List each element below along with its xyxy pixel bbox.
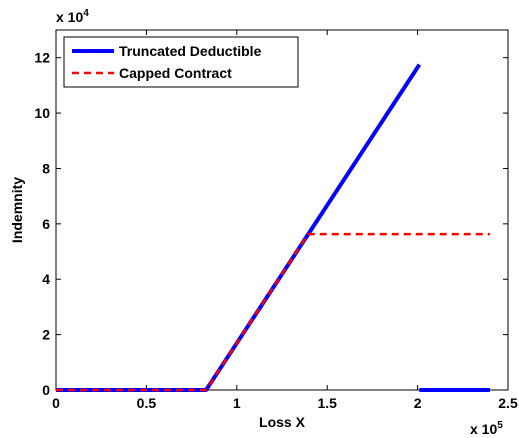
legend: Truncated Deductible Capped Contract bbox=[63, 36, 299, 88]
x-tick-label: 1.5 bbox=[317, 395, 337, 411]
x-tick-label: 0.5 bbox=[137, 395, 157, 411]
legend-box bbox=[63, 36, 299, 88]
y-multiplier: x 104 bbox=[56, 8, 89, 25]
legend-label-capped-contract: Capped Contract bbox=[119, 65, 232, 81]
series-layer bbox=[56, 63, 490, 392]
series-line-capped-contract bbox=[56, 232, 490, 392]
y-tick-label: 8 bbox=[42, 160, 50, 176]
x-multiplier: x 105 bbox=[470, 420, 503, 437]
legend-label-truncated-deductible: Truncated Deductible bbox=[119, 43, 262, 59]
plot-area bbox=[55, 29, 509, 391]
y-axis-label: Indemnity bbox=[9, 177, 25, 243]
x-axis-label: Loss X bbox=[259, 414, 306, 430]
y-tick-label: 0 bbox=[42, 382, 50, 398]
y-tick-label: 6 bbox=[42, 216, 50, 232]
x-tick-label: 1 bbox=[233, 395, 241, 411]
x-tick-label: 2 bbox=[414, 395, 422, 411]
y-tick-label: 10 bbox=[34, 105, 50, 121]
y-tick-label: 4 bbox=[42, 271, 50, 287]
x-tick-label: 2.5 bbox=[498, 395, 518, 411]
y-tick-label: 12 bbox=[34, 50, 50, 66]
y-tick-label: 2 bbox=[42, 327, 50, 343]
x-tick-label: 0 bbox=[52, 395, 60, 411]
